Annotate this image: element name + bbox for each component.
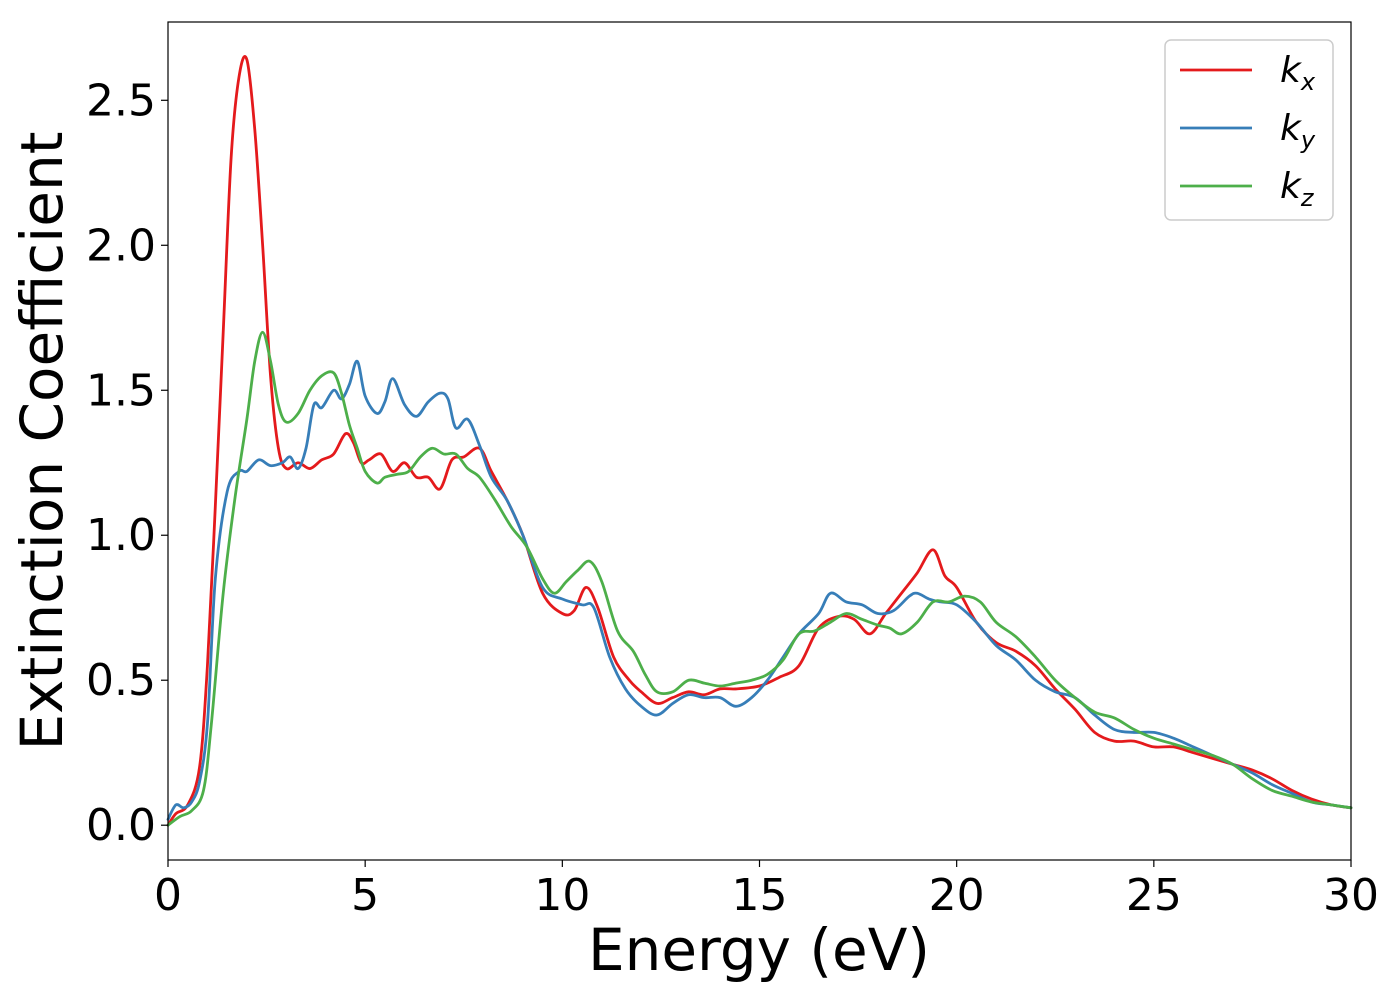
series-line-kz [166,330,1353,827]
x-tick-label: 10 [534,870,590,921]
y-axis-title: Extinction Coefficient [8,132,76,751]
legend-box [1164,39,1334,221]
x-tick-label: 0 [154,870,182,921]
legend-label-y: ky [1280,108,1316,154]
x-tick-label: 25 [1126,870,1182,921]
x-tick-label: 20 [929,870,985,921]
y-axis-ticks: 0.0 0.5 1.0 1.5 2.0 2.5 [86,75,168,851]
y-tick-label: 0.0 [86,800,156,851]
x-axis-title: Energy (eV) [588,916,930,984]
y-tick-label: 2.0 [86,220,156,271]
x-axis-ticks: 0 5 10 15 20 25 30 [154,860,1379,921]
series-layer [166,55,1353,827]
x-tick-label: 15 [732,870,788,921]
series-line-kx [166,55,1353,827]
y-tick-label: 1.0 [86,510,156,561]
y-tick-label: 2.5 [86,75,156,126]
x-tick-label: 5 [351,870,379,921]
legend: kx ky kz [1164,39,1334,221]
x-tick-label: 30 [1323,870,1379,921]
legend-label-x: kx [1280,50,1316,96]
y-tick-label: 0.5 [86,655,156,706]
y-tick-label: 1.5 [86,365,156,416]
legend-label-z: kz [1280,166,1315,212]
